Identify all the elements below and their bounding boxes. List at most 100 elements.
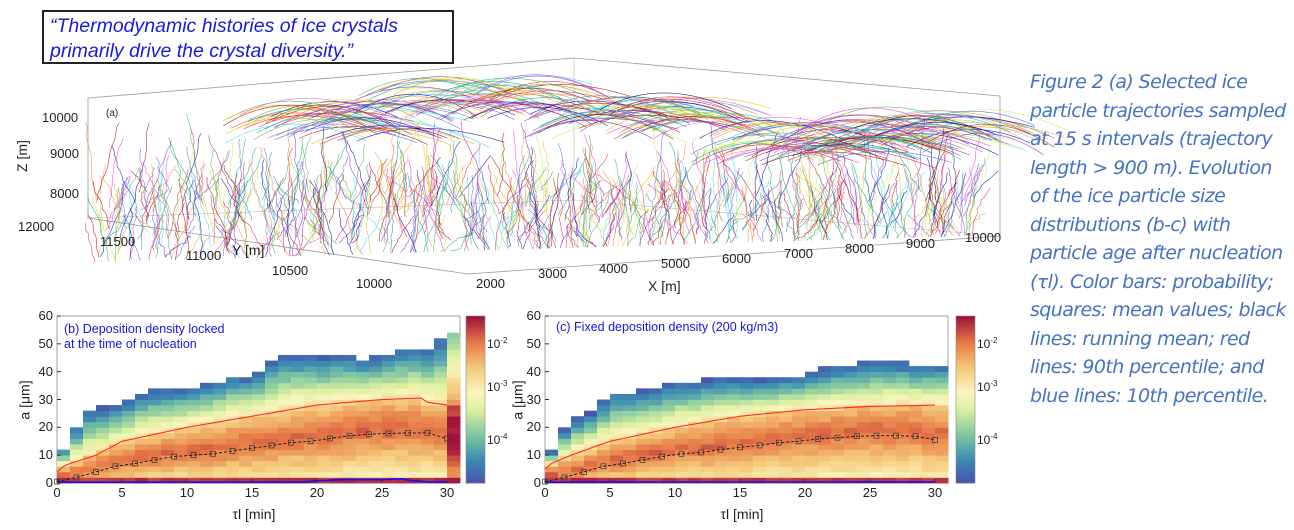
colorbar-segment [956, 374, 975, 378]
heatmap-cell [909, 444, 923, 450]
trajectory [940, 172, 967, 237]
heatmap-cell [278, 438, 292, 445]
heatmap-cell [109, 432, 123, 439]
heatmap-cell [200, 399, 214, 406]
heatmap-cell [571, 421, 585, 428]
heatmap-cell [779, 444, 793, 450]
heatmap-cell [57, 449, 71, 456]
colorbar-segment [956, 385, 975, 389]
heatmap-cell [252, 460, 266, 467]
colorbar-segment [956, 471, 975, 476]
heatmap-cell [701, 377, 715, 384]
trajectory [778, 170, 784, 228]
colorbar-segment [956, 438, 975, 442]
colorbar-segment [466, 388, 485, 392]
trajectory [464, 194, 469, 251]
mean-marker [639, 457, 646, 463]
heatmap-cell [896, 477, 910, 484]
heatmap-cell [883, 416, 897, 423]
heatmap-cell [740, 388, 754, 395]
trajectory [450, 232, 475, 252]
trajectory [384, 167, 393, 245]
trajectory [224, 200, 246, 227]
trajectory [152, 198, 161, 251]
heatmap-cell [369, 360, 383, 367]
heatmap-cell [109, 466, 123, 473]
heatmap-cell [330, 377, 344, 384]
heatmap-cell [571, 432, 585, 439]
heatmap-cell [239, 438, 253, 445]
trajectory [349, 176, 372, 246]
heatmap-cell [701, 477, 715, 484]
trajectory [183, 133, 202, 202]
heatmap-cell [109, 444, 123, 450]
heatmap-cell [330, 354, 344, 361]
heatmap-cell [792, 377, 806, 384]
trajectory [398, 140, 406, 192]
colorbar-segment [956, 480, 975, 484]
heatmap-cell [935, 432, 949, 439]
trajectory [580, 194, 600, 221]
trajectory [380, 76, 512, 95]
heatmap-cell [447, 399, 461, 406]
trajectory [775, 200, 783, 242]
heatmap-cell [343, 360, 357, 367]
heatmap-cell [649, 388, 663, 395]
colorbar-segment [956, 463, 975, 467]
heatmap-cell [935, 366, 949, 373]
heatmap-cell [317, 360, 331, 367]
colorbar-segment [466, 349, 485, 353]
heatmap-cell [792, 444, 806, 450]
heatmap-cell [382, 399, 396, 406]
colorbar-segment [466, 452, 485, 456]
trajectory [294, 180, 305, 238]
trajectory [310, 219, 322, 244]
heatmap-cell [239, 393, 253, 400]
heatmap-cell [935, 455, 949, 462]
heatmap-cell [174, 399, 188, 406]
heatmap-cell [727, 466, 741, 473]
heatmap-cell [623, 438, 637, 445]
trajectory [701, 154, 709, 227]
heatmap-cell [265, 427, 279, 434]
heatmap-cell [779, 432, 793, 439]
heatmap-cell [636, 444, 650, 450]
heatmap-cell [304, 399, 318, 406]
heatmap-cell [408, 421, 422, 428]
heatmap-cell [792, 477, 806, 484]
heatmap-cell [343, 466, 357, 473]
trajectory [491, 156, 526, 221]
trajectory [925, 169, 941, 238]
colorbar-segment [466, 316, 485, 320]
trajectory [470, 172, 481, 235]
x-tick: 8000 [845, 241, 874, 256]
trajectory [971, 170, 999, 207]
x-tick-label: 25 [862, 485, 878, 500]
heatmap-cell [447, 349, 461, 356]
heatmap-cell [421, 382, 435, 389]
trajectory [817, 173, 845, 240]
heatmap-cell [922, 410, 936, 417]
trajectory [896, 181, 922, 239]
heatmap-cell [636, 471, 650, 478]
trajectory [717, 150, 746, 201]
trajectory [386, 168, 408, 238]
trajectory [127, 176, 149, 233]
running-mean-line [56, 432, 448, 483]
trajectory [841, 200, 853, 240]
trajectory [92, 181, 111, 230]
colorbar-segment [956, 418, 975, 423]
heatmap-cell [805, 388, 819, 395]
heatmap-cell [922, 466, 936, 473]
colorbar-segment [956, 410, 975, 414]
heatmap-cell [213, 416, 227, 423]
heatmap-cell [597, 466, 611, 473]
trajectory [212, 222, 240, 258]
heatmap-cell [434, 360, 448, 367]
heatmap-cell [688, 393, 702, 400]
heatmap-cell [649, 405, 663, 412]
heatmap-cell [200, 471, 214, 478]
trajectory [655, 112, 786, 132]
trajectory [304, 194, 318, 214]
heatmap-cell [356, 466, 370, 473]
